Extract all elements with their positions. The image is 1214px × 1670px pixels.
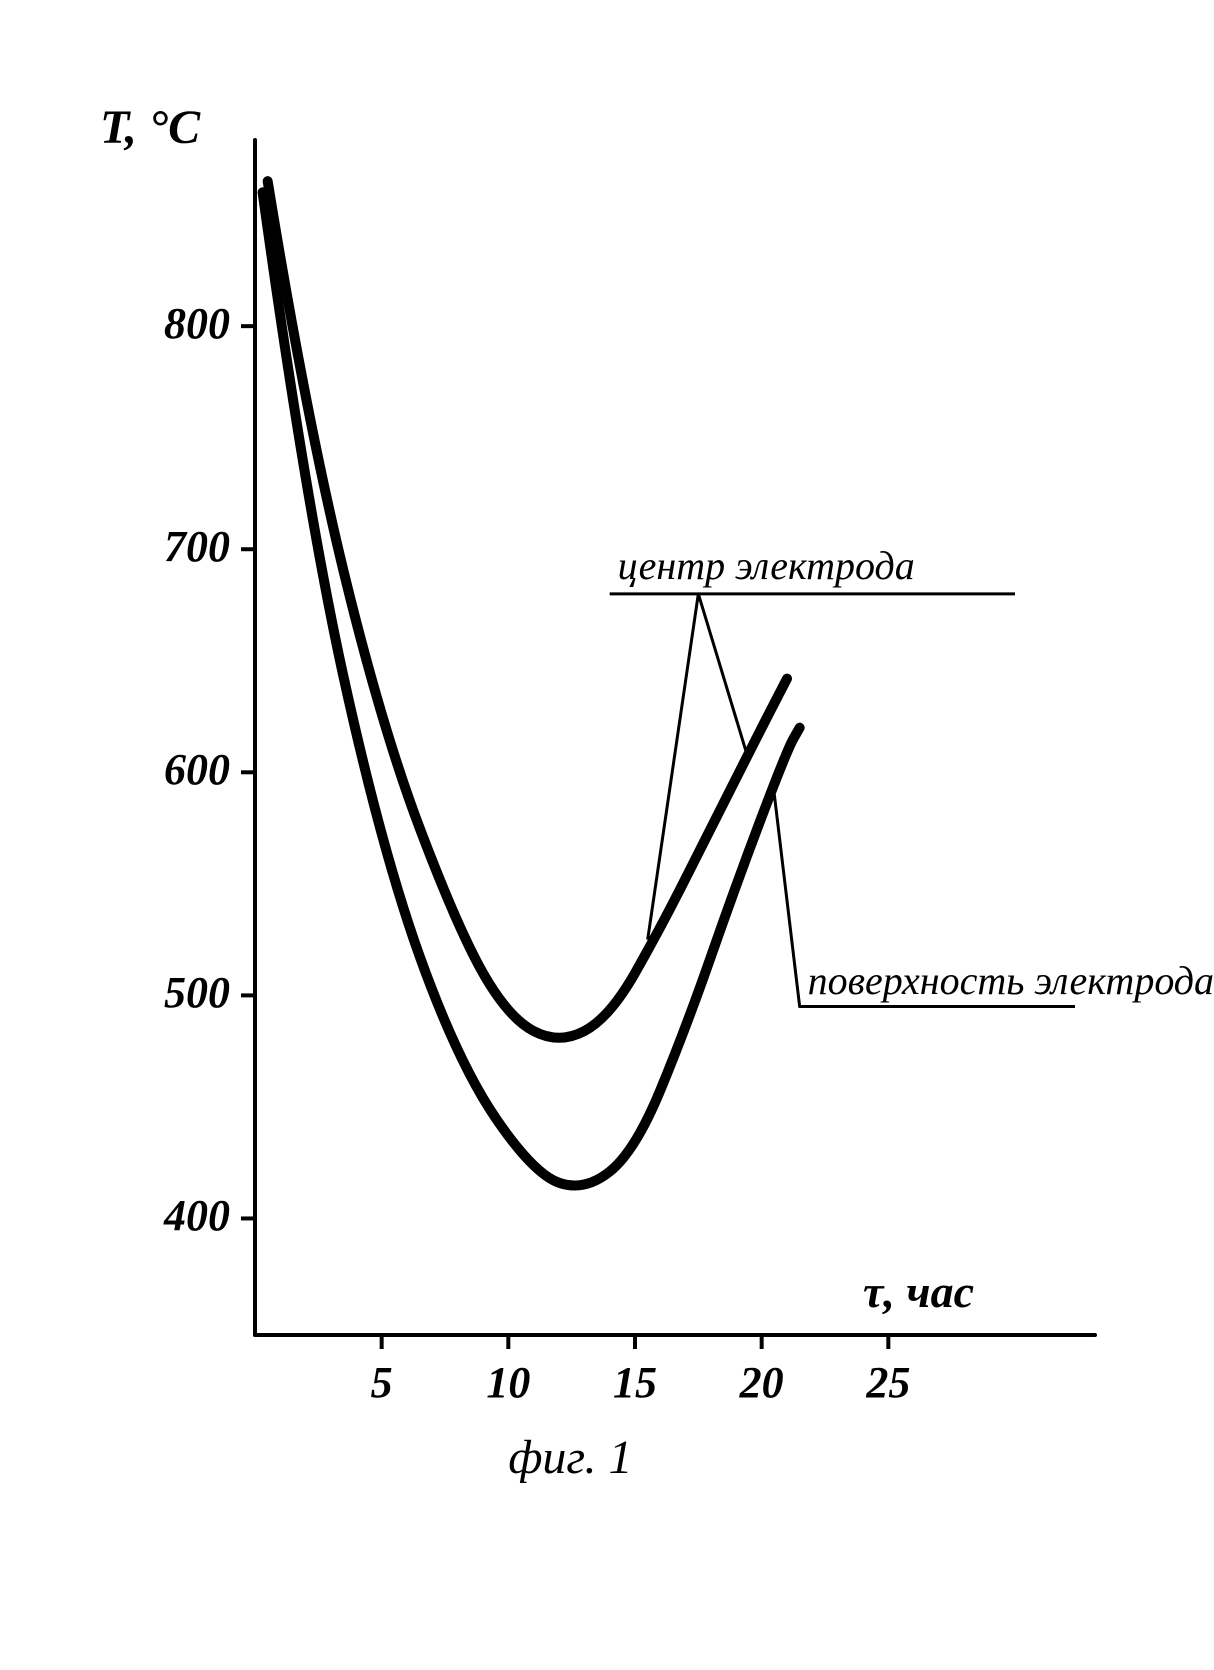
x-tick-label: 20 xyxy=(722,1357,802,1408)
x-tick-label: 25 xyxy=(848,1357,928,1408)
x-tick-label: 5 xyxy=(342,1357,422,1408)
y-tick-label: 600 xyxy=(110,744,230,795)
curve-center-electrode xyxy=(268,181,787,1038)
y-axis-label: T, °C xyxy=(100,100,200,155)
callout-label-center: центр электрода xyxy=(618,542,915,589)
x-axis-label: τ, час xyxy=(863,1265,974,1318)
y-tick-label: 700 xyxy=(110,521,230,572)
callout-label-surface: поверхность электрода xyxy=(808,957,1214,1004)
x-tick-label: 15 xyxy=(595,1357,675,1408)
figure-caption: фиг. 1 xyxy=(508,1430,632,1485)
curve-surface-electrode xyxy=(263,192,800,1185)
y-tick-label: 400 xyxy=(110,1190,230,1241)
y-tick-label: 800 xyxy=(110,298,230,349)
x-tick-label: 10 xyxy=(468,1357,548,1408)
chart-container: T, °C τ, час центр электрода поверхность… xyxy=(60,80,1160,1580)
y-tick-label: 500 xyxy=(110,967,230,1018)
